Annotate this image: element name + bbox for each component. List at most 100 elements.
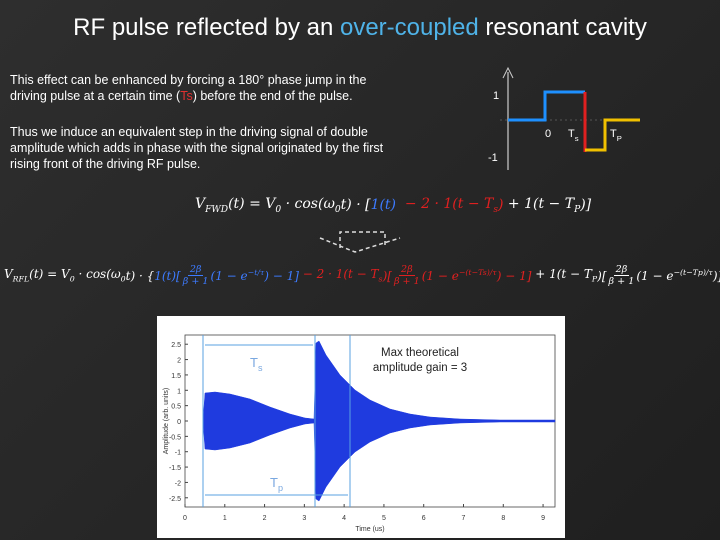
superscript: −t/τ [247, 268, 265, 277]
x-tick-label: 0 [183, 515, 187, 522]
term-text: )[ [597, 268, 607, 283]
label-sub: s [575, 134, 579, 143]
term-text: V [195, 196, 206, 212]
x-tick-label: 4 [342, 515, 346, 522]
yellow-step [585, 118, 640, 152]
title-text: resonant cavity [478, 14, 647, 41]
x-axis-label: Time (us) [355, 526, 384, 533]
highlight: Ts [180, 89, 193, 103]
y-tick-label: 1 [177, 388, 181, 395]
label: 1 [493, 90, 499, 102]
y-tick-label: -1.5 [169, 465, 181, 472]
term: t) · { [126, 269, 155, 283]
bracket [319, 231, 401, 253]
term: )[ [383, 269, 392, 283]
term-text: )] [580, 197, 592, 214]
waveform [202, 340, 556, 502]
term: )]} [713, 269, 720, 283]
term: VFWD [195, 196, 228, 215]
subscript: 0 [120, 274, 126, 284]
term-text: · cos(ω [281, 196, 335, 212]
term: (1 − e−(t−Ts)/τ [422, 268, 497, 283]
term: )[ [597, 269, 606, 283]
term-text: t) · [ [340, 197, 371, 214]
term-text: (t) = V [228, 196, 276, 212]
fraction: 2β β + 1 [394, 264, 420, 287]
term: · cos(ω0 [74, 267, 126, 284]
text: This effect can be enhanced by forcing a… [10, 73, 367, 103]
y-tick-label: 1.5 [171, 373, 181, 380]
title-highlight: over-coupled [339, 14, 479, 41]
paragraph: Thus we induce an equivalent step in the… [10, 125, 384, 171]
blue-step [508, 90, 585, 122]
subscript: FWD [205, 204, 229, 215]
term-text: )[ [382, 268, 392, 283]
x-tick-label: 1 [223, 515, 227, 522]
term-text: 1(t) [370, 197, 397, 214]
term: 1(t)[ [154, 269, 181, 283]
term-text: ) − 1] [264, 268, 299, 283]
y-tick-label: 0.5 [171, 404, 181, 411]
subscript: s [493, 204, 499, 215]
x-tick-label: 8 [501, 515, 505, 522]
term-text: (t) = V [29, 267, 70, 282]
annotation: Max theoretical [381, 347, 459, 359]
subscript: P [591, 274, 598, 284]
term-text: − 2 · 1(t − T [298, 267, 379, 282]
y-axis-label: Amplitude (arb. units) [163, 388, 170, 455]
subscript: 0 [69, 274, 75, 284]
ts-label-main: T [250, 355, 258, 370]
ts-label: Ts [250, 355, 263, 373]
fraction: 2β β + 1 [183, 264, 209, 287]
ts-label-sub: s [258, 363, 263, 373]
subscript: s [378, 274, 383, 284]
term: ) − 1] [264, 269, 299, 283]
y-tick-label: -0.5 [169, 434, 181, 441]
title-text: RF pulse reflected by an [73, 14, 340, 41]
x-tick-label: 6 [422, 515, 426, 522]
term: VRFL [4, 267, 29, 283]
label: 0 [545, 128, 551, 140]
term: t) · [ [341, 197, 371, 213]
denominator: β + 1 [182, 276, 209, 287]
term: − 2 · 1(t − Ts [396, 196, 498, 215]
tp-label-sub: p [278, 483, 283, 493]
term: (t) = V0 [29, 267, 75, 283]
plot: 2.5 2 1.5 1 0.5 0 -0.5 -1 -1.5 -2 -2.5 0 1 2 3 4 5 6 7 8 9 Ti… [163, 334, 556, 533]
denominator: β + 1 [393, 276, 420, 287]
term: (1 − e−(t−Tp)/τ [636, 268, 713, 283]
term-text: ) − 1] [496, 268, 532, 283]
fraction: 2β β + 1 [609, 264, 635, 287]
x-tick-label: 7 [462, 515, 466, 522]
term-text: · cos(ω [74, 267, 121, 282]
term: 1(t) [371, 197, 396, 213]
term-text: ) [498, 197, 504, 214]
subscript: RFL [12, 274, 30, 284]
term-text: (1 − e [210, 269, 248, 283]
label: TP [610, 128, 622, 143]
term: ) − 1] [497, 269, 532, 283]
label-main: T [568, 128, 575, 140]
equation: VFWD (t) = V0 · cos(ω0 t) · [1(t) − 2 · 1(… [195, 196, 591, 215]
paragraph: This effect can be enhanced by forcing a… [10, 72, 405, 104]
slide-title: RF pulse reflected by an over-coupled re… [0, 14, 720, 42]
step-diagram: 10-1Ts TP [488, 66, 640, 170]
term-text: + 1(t − T [531, 267, 592, 282]
x-tick-label: 9 [541, 515, 545, 522]
superscript: −(t−Ts)/τ [458, 268, 497, 277]
y-tick-label: 0 [177, 419, 181, 426]
term-text: − 2 · 1(t − T [396, 196, 494, 212]
term: · cos(ω0 [281, 196, 341, 215]
text: ) before the end of the pulse. [192, 89, 353, 103]
term: (t) = V0 [228, 196, 281, 215]
tp-label-main: T [270, 475, 278, 490]
term-text: )]} [712, 268, 720, 283]
superscript: −(t−Tp)/τ [673, 268, 713, 277]
term: + 1(t − TP [531, 267, 597, 283]
term: + 1(t − TP [503, 196, 580, 215]
numerator: 2β [613, 264, 630, 276]
y-tick-label: -1 [175, 450, 181, 457]
x-tick-label: 2 [263, 515, 267, 522]
term: − 2 · 1(t − Ts [299, 267, 383, 283]
